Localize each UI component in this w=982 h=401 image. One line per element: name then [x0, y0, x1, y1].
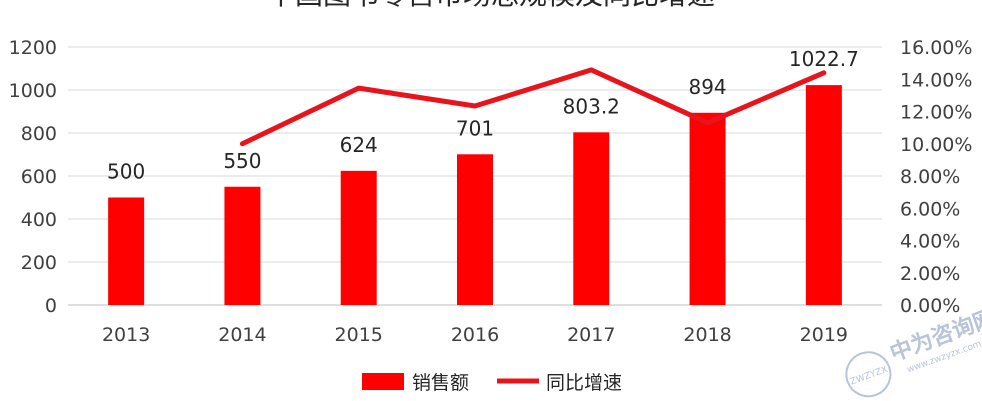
- right-axis: 0.00% 2.00% 4.00% 6.00% 8.00% 10.00% 12.00% 14.…: [900, 37, 972, 317]
- legend-swatch-bar: [362, 373, 404, 390]
- y-right-tick-label: 12.00%: [900, 102, 972, 124]
- y-right-tick-label: 6.00%: [900, 198, 960, 220]
- bar-value-label: 803.2: [563, 94, 620, 118]
- bar: [108, 197, 145, 305]
- y-left-tick-label: 400: [21, 209, 57, 231]
- bar: [340, 170, 377, 305]
- y-right-tick-label: 0.00%: [900, 295, 960, 317]
- y-left-tick-label: 1000: [9, 80, 57, 102]
- watermark-badge-text: ZWZYZX: [849, 365, 889, 388]
- y-right-tick-label: 10.00%: [900, 134, 972, 156]
- bar-value-label: 1022.7: [789, 47, 859, 71]
- chart-title: 中国图书零售市场总规模及同比增速: [267, 0, 715, 11]
- bar: [805, 85, 842, 305]
- legend: 销售额 同比增速: [362, 372, 622, 394]
- bar-value-label: 894: [688, 75, 726, 99]
- bar: [224, 186, 261, 305]
- y-left-tick-label: 800: [21, 123, 57, 145]
- bar: [689, 112, 726, 305]
- y-left-tick-label: 1200: [9, 37, 57, 59]
- x-tick-label: 2014: [218, 324, 266, 346]
- y-left-tick-label: 600: [21, 166, 57, 188]
- left-axis: 0 200 400 600 800 1000 1200: [9, 37, 57, 317]
- bar-value-label: 701: [456, 116, 494, 140]
- legend-label-growth: 同比增速: [546, 372, 622, 394]
- bar: [457, 154, 493, 305]
- watermark-badge: [845, 351, 892, 398]
- watermark: ZWZYZX 中为咨询网 www.zwzyzx.com: [845, 305, 982, 398]
- data-labels: 500 550 624 701 803.2 894 1022.7: [107, 47, 859, 183]
- y-right-tick-label: 16.00%: [900, 37, 972, 59]
- growth-line: [239, 67, 827, 147]
- x-tick-label: 2017: [567, 324, 615, 346]
- y-left-tick-label: 0: [45, 295, 57, 317]
- bars: [108, 85, 842, 305]
- y-right-tick-label: 8.00%: [900, 166, 960, 188]
- bar-value-label: 624: [340, 133, 378, 157]
- x-tick-label: 2013: [102, 324, 150, 346]
- x-tick-label: 2016: [451, 324, 499, 346]
- x-tick-label: 2018: [683, 324, 731, 346]
- legend-label-sales: 销售额: [412, 372, 469, 394]
- x-tick-label: 2019: [800, 324, 848, 346]
- bar-value-label: 500: [107, 160, 145, 184]
- bar: [573, 132, 610, 305]
- x-axis: 2013 2014 2015 2016 2017 2018 2019: [102, 324, 848, 346]
- bar-value-label: 550: [223, 149, 261, 173]
- x-tick-label: 2015: [335, 324, 383, 346]
- growth-series-line: [239, 67, 827, 147]
- y-right-tick-label: 4.00%: [900, 231, 960, 253]
- y-left-tick-label: 200: [21, 252, 57, 274]
- y-right-tick-label: 2.00%: [900, 263, 960, 285]
- y-right-tick-label: 14.00%: [900, 69, 972, 91]
